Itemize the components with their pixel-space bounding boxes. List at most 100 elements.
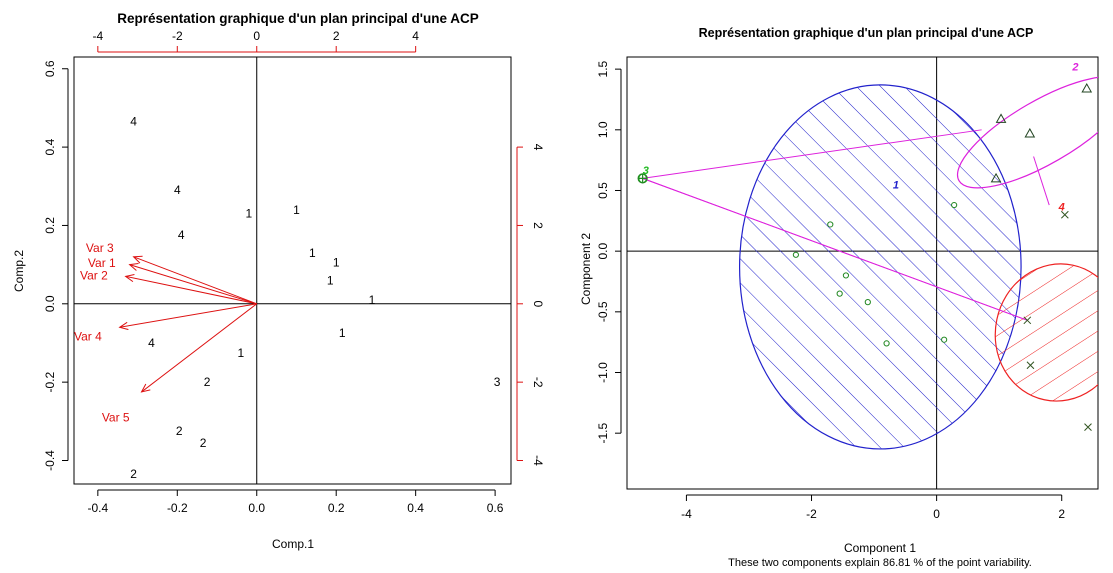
cluster-point bbox=[1023, 316, 1032, 325]
right-subtitle: These two components explain 86.81 % of … bbox=[728, 557, 1032, 569]
cluster-point bbox=[827, 221, 834, 228]
variable-arrow-head bbox=[132, 255, 143, 264]
observation-label: 2 bbox=[130, 467, 137, 481]
cluster-connector-line bbox=[642, 177, 1028, 321]
left-tick-label: -0.4 bbox=[43, 450, 57, 471]
observation-label: 4 bbox=[178, 228, 185, 242]
variable-arrow-shaft bbox=[133, 256, 257, 305]
variable-arrow-head bbox=[124, 273, 135, 283]
observation-label: 2 bbox=[204, 375, 211, 389]
cluster-label: 3 bbox=[643, 165, 649, 177]
observation-label: 1 bbox=[333, 256, 340, 270]
left-tick-label: -0.5 bbox=[596, 301, 610, 322]
observation-label: 2 bbox=[176, 424, 183, 438]
right-plot-frame bbox=[626, 56, 1099, 490]
cluster-ellipse bbox=[738, 84, 1022, 450]
variable-arrow-head bbox=[140, 383, 151, 393]
top-tick-label: -2 bbox=[172, 29, 183, 43]
observation-label: 1 bbox=[245, 207, 252, 221]
left-tick-label: 0.2 bbox=[43, 217, 57, 234]
top-tick-label: 0 bbox=[253, 29, 260, 43]
variable-arrow-shaft bbox=[119, 303, 257, 328]
right-title: Représentation graphique d'un plan princ… bbox=[699, 26, 1034, 40]
observation-label: 1 bbox=[293, 203, 300, 217]
cluster-connector-line bbox=[642, 129, 982, 179]
cluster-point bbox=[864, 299, 871, 306]
observation-label: 1 bbox=[369, 293, 376, 307]
left-biplot-panel: Représentation graphique d'un plan princ… bbox=[12, 11, 545, 551]
cluster-point bbox=[792, 251, 799, 258]
cluster-point bbox=[1081, 83, 1093, 93]
variable-arrow-shaft bbox=[125, 275, 257, 305]
cluster-label: 2 bbox=[1071, 62, 1078, 74]
cluster-point bbox=[842, 272, 850, 279]
observation-label: 4 bbox=[130, 115, 137, 129]
cluster-ellipse bbox=[994, 263, 1098, 402]
right-tick-label: 2 bbox=[531, 222, 545, 229]
top-tick-label: 2 bbox=[333, 29, 340, 43]
observation-label: 1 bbox=[309, 246, 316, 260]
right-tick-label: -4 bbox=[531, 455, 545, 466]
left-title: Représentation graphique d'un plan princ… bbox=[117, 11, 478, 26]
left-tick-label: 1.5 bbox=[596, 60, 610, 77]
right-ylabel: Component 2 bbox=[579, 233, 593, 305]
left-tick-label: -1.0 bbox=[596, 362, 610, 383]
cluster-label: 1 bbox=[893, 179, 899, 191]
variable-arrow-head bbox=[128, 263, 139, 271]
right-xlabel: Component 1 bbox=[844, 541, 916, 555]
cluster-connector-line bbox=[1033, 156, 1050, 206]
cluster-label: 4 bbox=[1058, 201, 1065, 213]
cluster-point bbox=[951, 201, 958, 209]
cluster-point bbox=[941, 336, 948, 343]
cluster-plot-area bbox=[627, 57, 1098, 489]
bottom-tick-label: 0 bbox=[933, 507, 940, 521]
variable-arrow-head bbox=[118, 321, 129, 331]
left-tick-label: 0.0 bbox=[596, 242, 610, 259]
variable-arrow-shaft bbox=[129, 264, 257, 305]
variable-arrow-shaft bbox=[141, 303, 258, 393]
top-tick-label: 4 bbox=[412, 29, 419, 43]
left-tick-label: 0.6 bbox=[43, 60, 57, 77]
cluster-point bbox=[1084, 423, 1092, 431]
observation-label: 4 bbox=[174, 183, 181, 197]
observation-label: 1 bbox=[339, 326, 346, 340]
bottom-tick-label: -0.4 bbox=[87, 501, 108, 515]
left-tick-label: -1.5 bbox=[596, 423, 610, 444]
variable-label: Var 4 bbox=[74, 329, 102, 343]
bottom-tick-label: 0.4 bbox=[407, 501, 424, 515]
left-plot-frame bbox=[73, 56, 512, 485]
variable-label: Var 3 bbox=[86, 241, 114, 255]
observation-label: 2 bbox=[200, 436, 207, 450]
left-tick-label: -0.2 bbox=[43, 371, 57, 392]
cluster-point bbox=[1060, 210, 1069, 219]
left-xlabel: Comp.1 bbox=[272, 537, 314, 551]
observation-label: 3 bbox=[494, 375, 501, 389]
cluster-point bbox=[995, 113, 1007, 123]
cluster-point bbox=[883, 340, 890, 347]
right-tick-label: 0 bbox=[531, 300, 545, 307]
cluster-ellipse bbox=[956, 75, 1098, 189]
bottom-tick-label: 0.2 bbox=[328, 501, 345, 515]
left-tick-label: 0.0 bbox=[43, 295, 57, 312]
observation-label: 1 bbox=[327, 273, 334, 287]
bottom-tick-label: 2 bbox=[1058, 507, 1065, 521]
right-cluster-panel: Représentation graphique d'un plan princ… bbox=[579, 26, 1099, 569]
observation-label: 4 bbox=[148, 336, 155, 350]
bottom-tick-label: -0.2 bbox=[167, 501, 188, 515]
cluster-point bbox=[1024, 127, 1036, 138]
bottom-tick-label: 0.6 bbox=[487, 501, 504, 515]
right-tick-label: -2 bbox=[531, 377, 545, 388]
cluster-point bbox=[990, 172, 1002, 183]
variable-label: Var 1 bbox=[88, 256, 116, 270]
left-ylabel: Comp.2 bbox=[12, 250, 26, 292]
bottom-tick-label: -4 bbox=[681, 507, 692, 521]
left-tick-label: 0.4 bbox=[43, 138, 57, 155]
right-tick-label: 4 bbox=[531, 144, 545, 151]
cluster-point-cross bbox=[638, 173, 648, 183]
observation-label: 1 bbox=[238, 346, 245, 360]
variable-label: Var 2 bbox=[80, 269, 108, 283]
cluster-point bbox=[1026, 361, 1035, 370]
bottom-tick-label: -2 bbox=[806, 507, 817, 521]
left-tick-label: 0.5 bbox=[596, 182, 610, 199]
